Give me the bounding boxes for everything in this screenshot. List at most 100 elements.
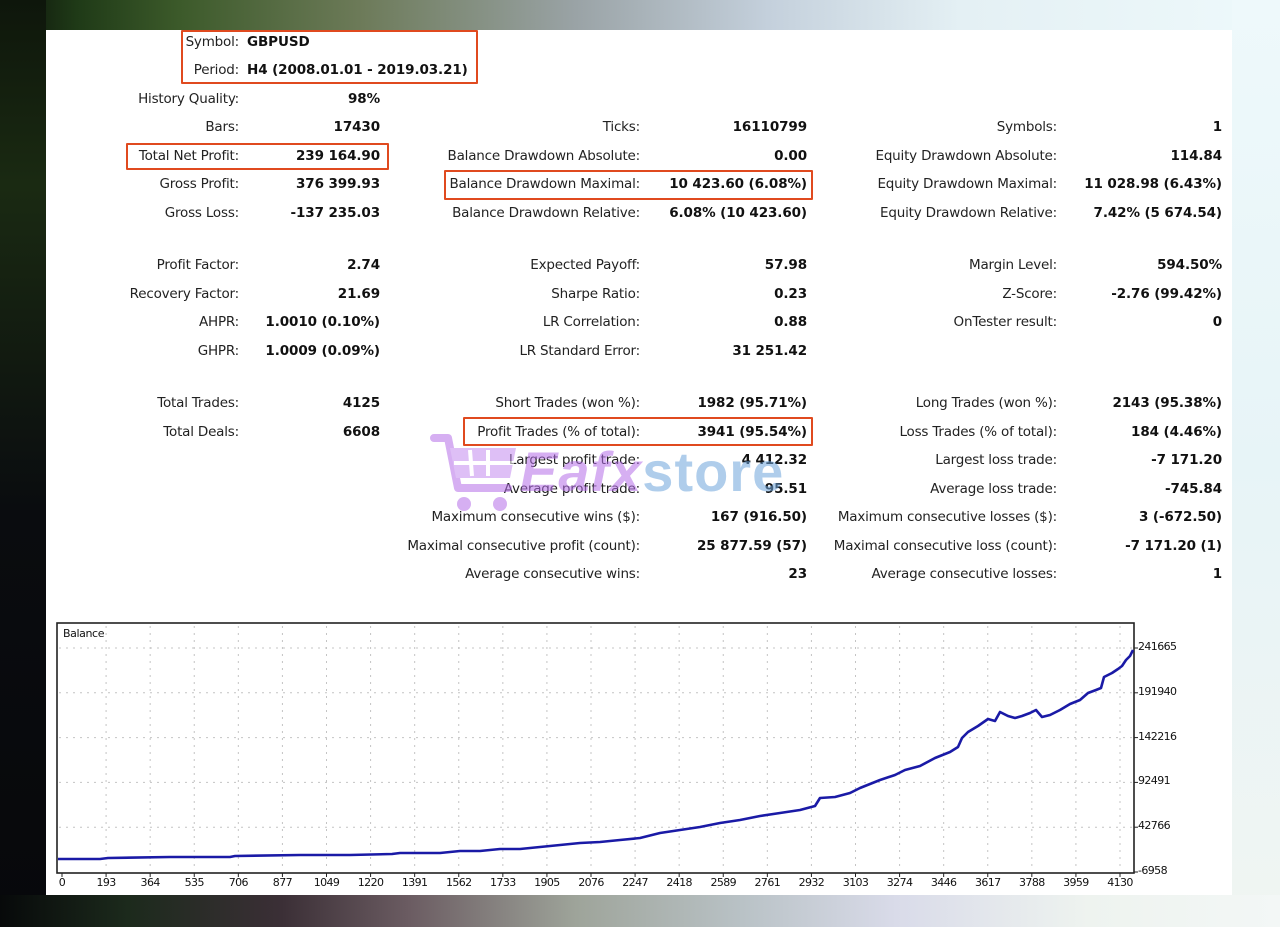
stat-label: Profit Factor:: [156, 257, 240, 273]
stat-label: LR Correlation:: [542, 314, 640, 330]
stat-row: Equity Drawdown Maximal: 11 028.98 (6.43%…: [0, 173, 1280, 195]
stat-label: LR Standard Error:: [519, 343, 640, 359]
stat-label: Profit Trades (% of total):: [477, 424, 640, 440]
stat-value: 10 423.60 (6.08%): [669, 176, 807, 192]
stat-row: Average profit trade: 95.51: [0, 478, 1280, 500]
stat-row: Balance Drawdown Absolute: 0.00: [0, 145, 1280, 167]
stat-label: Ticks:: [602, 119, 640, 135]
stat-label: Margin Level:: [969, 257, 1057, 273]
stat-value: 3 (-672.50): [1138, 509, 1222, 525]
stat-label: AHPR:: [198, 314, 239, 330]
background-bottom: [0, 895, 1280, 927]
stat-value: 98%: [347, 91, 380, 107]
stat-value: 95.51: [764, 481, 807, 497]
stat-row: Sharpe Ratio: 0.23: [0, 283, 1280, 305]
stat-value: 21.69: [337, 286, 380, 302]
stat-value: H4 (2008.01.01 - 2019.03.21): [247, 62, 468, 78]
stat-value: 167 (916.50): [710, 509, 807, 525]
stat-label: Gross Loss:: [164, 205, 239, 221]
stat-value: 239 164.90: [296, 148, 380, 164]
stat-row: Average loss trade: -745.84: [0, 478, 1280, 500]
stat-label: Period:: [193, 62, 239, 78]
stat-row: Recovery Factor: 21.69: [0, 283, 1280, 305]
stat-value: -2.76 (99.42%): [1111, 286, 1222, 302]
stat-value: 184 (4.46%): [1131, 424, 1222, 440]
stat-value: 6.08% (10 423.60): [669, 205, 807, 221]
stat-label: Average loss trade:: [930, 481, 1057, 497]
background-left: [0, 0, 46, 927]
stat-label: Equity Drawdown Maximal:: [877, 176, 1057, 192]
stat-row: Balance Drawdown Relative: 6.08% (10 423.…: [0, 202, 1280, 224]
stat-value: 57.98: [764, 257, 807, 273]
stat-label: Balance Drawdown Maximal:: [449, 176, 641, 192]
stat-label: OnTester result:: [953, 314, 1058, 330]
stat-value: 11 028.98 (6.43%): [1084, 176, 1222, 192]
stat-value: 31 251.42: [732, 343, 807, 359]
stat-value: 594.50%: [1157, 257, 1222, 273]
stat-label: Equity Drawdown Absolute:: [875, 148, 1057, 164]
stat-row: Balance Drawdown Maximal: 10 423.60 (6.08…: [0, 173, 1280, 195]
stat-label: Total Trades:: [157, 395, 239, 411]
stat-row: Maximum consecutive wins ($): 167 (916.50…: [0, 506, 1280, 528]
stat-label: Total Net Profit:: [138, 148, 239, 164]
stat-label: Equity Drawdown Relative:: [880, 205, 1057, 221]
stat-label: Maximum consecutive wins ($):: [431, 509, 640, 525]
stat-value: 0: [1212, 314, 1222, 330]
stat-row: Gross Profit: 376 399.93: [0, 173, 1280, 195]
stat-value: 376 399.93: [296, 176, 380, 192]
stat-row: Total Trades: 4125: [0, 392, 1280, 414]
stat-value: 25 877.59 (57): [696, 538, 807, 554]
stat-value: 4125: [342, 395, 380, 411]
stat-row: Profit Trades (% of total): 3941 (95.54%): [0, 421, 1280, 443]
stat-value: 0.88: [774, 314, 807, 330]
stat-value: 1: [1212, 566, 1222, 582]
stat-row: AHPR: 1.0010 (0.10%): [0, 311, 1280, 333]
stat-label: Largest loss trade:: [935, 452, 1057, 468]
stat-value: 2143 (95.38%): [1112, 395, 1222, 411]
stat-row: Symbols: 1: [0, 116, 1280, 138]
background-right: [1232, 0, 1280, 927]
stat-label: Maximal consecutive profit (count):: [407, 538, 640, 554]
stat-row: Short Trades (won %): 1982 (95.71%): [0, 392, 1280, 414]
stat-value: -745.84: [1165, 481, 1222, 497]
stat-row: Maximal consecutive profit (count): 25 87…: [0, 535, 1280, 557]
stat-value: 1.0009 (0.09%): [265, 343, 380, 359]
stat-row: Period: H4 (2008.01.01 - 2019.03.21): [0, 59, 1280, 81]
stat-row: History Quality: 98%: [0, 88, 1280, 110]
stat-row: Maximum consecutive losses ($): 3 (-672.5…: [0, 506, 1280, 528]
stat-label: Largest profit trade:: [508, 452, 640, 468]
stat-row: Bars: 17430: [0, 116, 1280, 138]
stat-label: GHPR:: [197, 343, 239, 359]
stat-label: Symbols:: [996, 119, 1057, 135]
stat-label: Maximal consecutive loss (count):: [833, 538, 1057, 554]
stat-label: Average consecutive wins:: [465, 566, 640, 582]
stat-row: Largest loss trade: -7 171.20: [0, 449, 1280, 471]
stat-value: 23: [788, 566, 807, 582]
stat-label: Loss Trades (% of total):: [899, 424, 1057, 440]
stat-row: Loss Trades (% of total): 184 (4.46%): [0, 421, 1280, 443]
stat-label: Balance Drawdown Relative:: [452, 205, 640, 221]
stat-row: Z-Score: -2.76 (99.42%): [0, 283, 1280, 305]
stat-row: Equity Drawdown Relative: 7.42% (5 674.54…: [0, 202, 1280, 224]
stat-value: 4 412.32: [741, 452, 807, 468]
stat-row: Profit Factor: 2.74: [0, 254, 1280, 276]
stat-row: Total Deals: 6608: [0, 421, 1280, 443]
stat-value: 1: [1212, 119, 1222, 135]
stat-label: Expected Payoff:: [530, 257, 640, 273]
stat-value: 114.84: [1170, 148, 1223, 164]
stat-value: GBPUSD: [247, 34, 310, 50]
stat-row: OnTester result: 0: [0, 311, 1280, 333]
stat-row: Total Net Profit: 239 164.90: [0, 145, 1280, 167]
stat-row: Symbol: GBPUSD: [0, 31, 1280, 53]
stat-row: Equity Drawdown Absolute: 114.84: [0, 145, 1280, 167]
stat-label: Short Trades (won %):: [495, 395, 640, 411]
stat-label: Gross Profit:: [159, 176, 240, 192]
stat-row: GHPR: 1.0009 (0.09%): [0, 340, 1280, 362]
stat-row: Expected Payoff: 57.98: [0, 254, 1280, 276]
stat-row: Margin Level: 594.50%: [0, 254, 1280, 276]
stat-value: -7 171.20 (1): [1125, 538, 1222, 554]
stat-label: Sharpe Ratio:: [551, 286, 640, 302]
stat-label: Long Trades (won %):: [915, 395, 1058, 411]
stat-value: -137 235.03: [290, 205, 381, 221]
stat-row: Average consecutive wins: 23: [0, 563, 1280, 585]
